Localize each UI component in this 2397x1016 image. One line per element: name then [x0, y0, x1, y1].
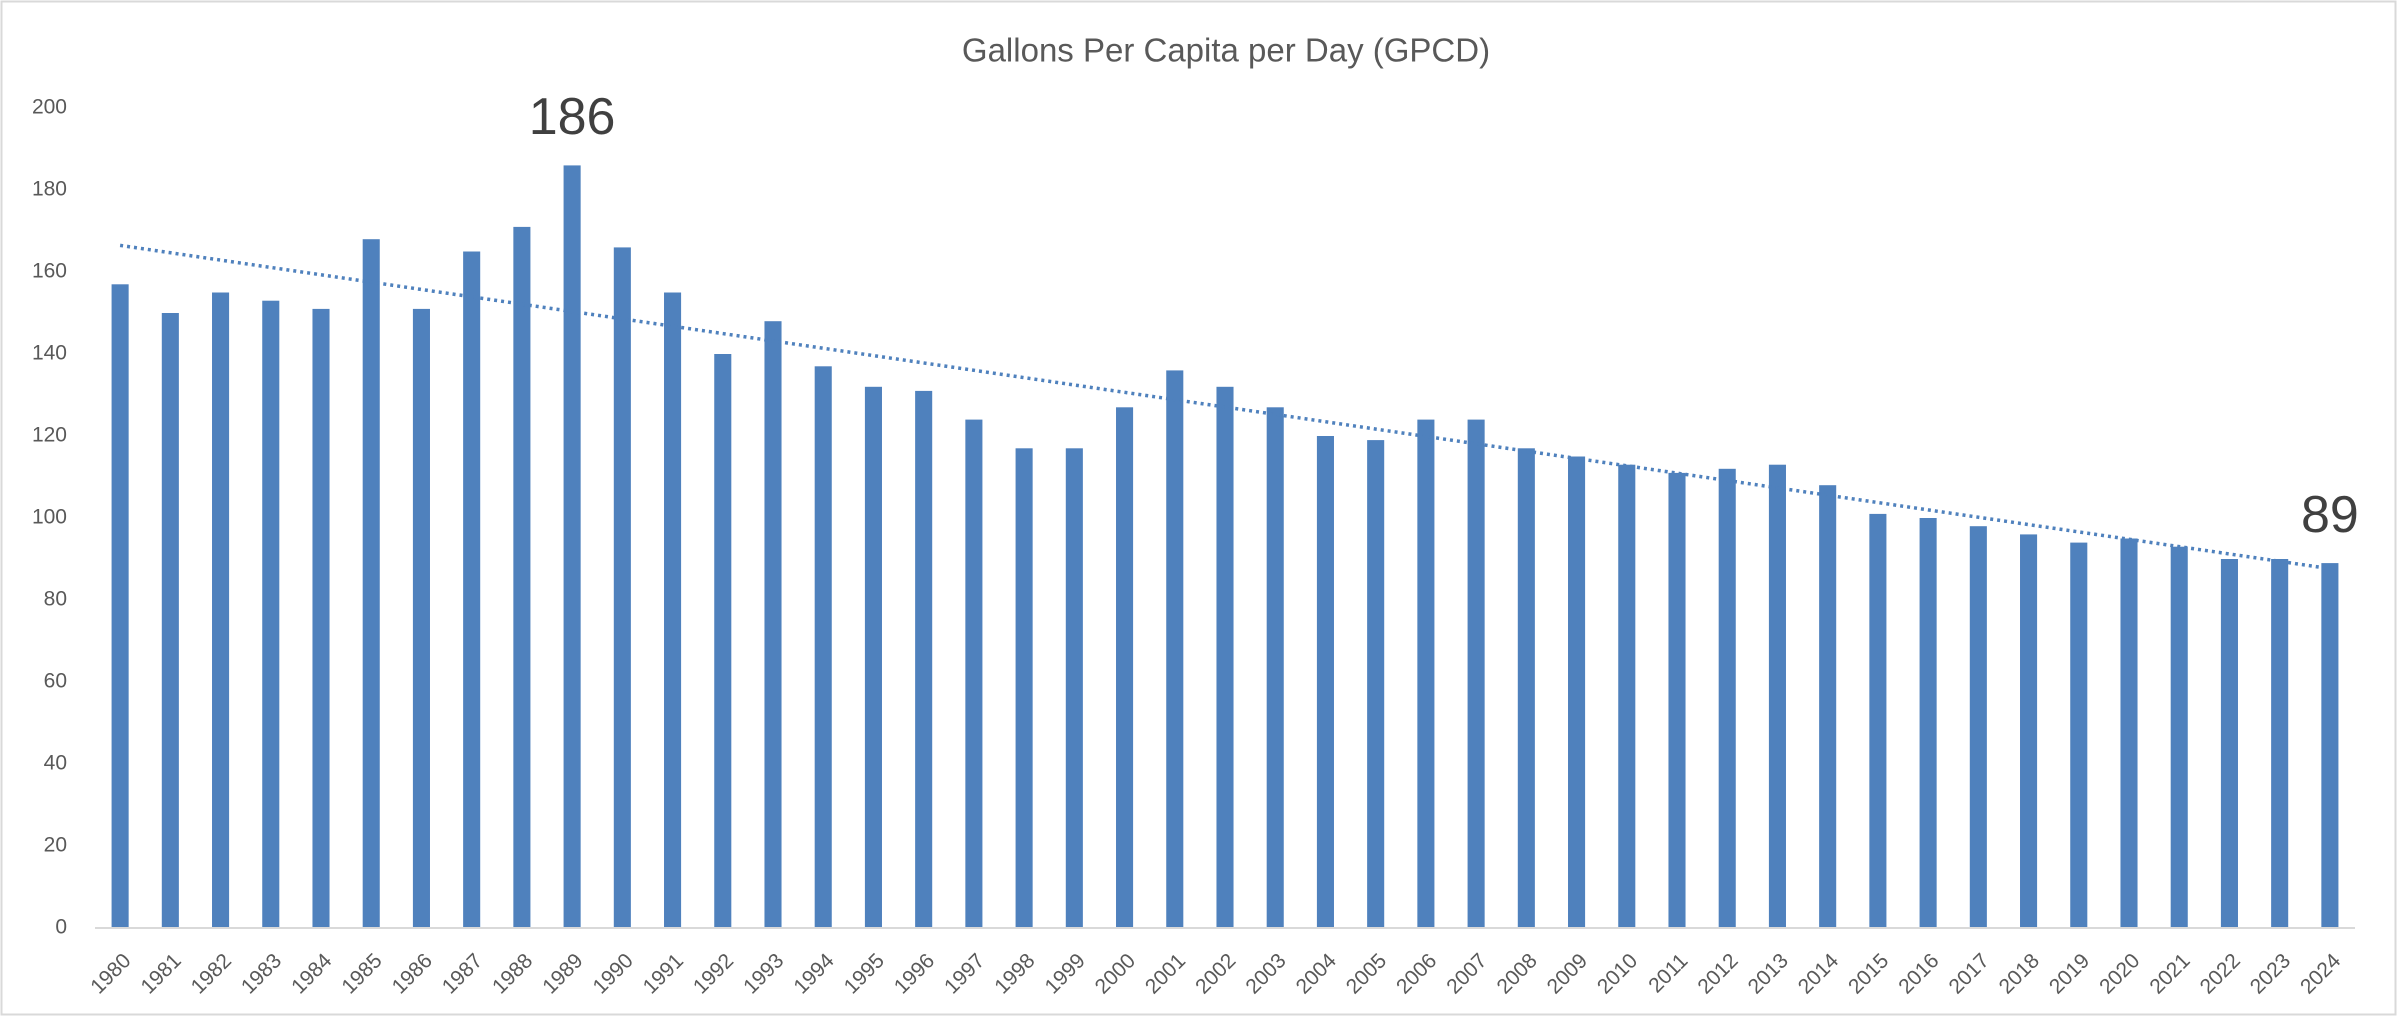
bar [764, 321, 782, 928]
bar [864, 386, 882, 928]
bar [1216, 386, 1234, 928]
bar [1166, 370, 1184, 928]
bar [664, 292, 682, 928]
y-tick-label: 80 [44, 588, 67, 611]
bar [312, 308, 330, 928]
bar [613, 247, 631, 928]
y-tick-label: 60 [44, 670, 67, 693]
y-tick-label: 40 [44, 752, 67, 775]
bar [814, 366, 832, 928]
bar [1668, 472, 1686, 928]
bar [1869, 513, 1887, 928]
bar [2220, 559, 2238, 928]
annotation: 186 [529, 88, 616, 146]
bar [1969, 526, 1987, 928]
bar [2070, 542, 2088, 928]
bar [1015, 448, 1033, 928]
bar [513, 226, 531, 928]
bar [1517, 448, 1535, 928]
bar [2321, 563, 2339, 928]
bar [111, 284, 129, 928]
bar [1919, 518, 1937, 928]
bar [212, 292, 230, 928]
bar [1417, 419, 1435, 928]
y-tick-label: 0 [55, 916, 67, 939]
bar [1065, 448, 1083, 928]
bar [1467, 419, 1485, 928]
bar [1618, 464, 1636, 928]
bar [1367, 440, 1385, 928]
bar [1718, 468, 1736, 928]
bar [412, 308, 430, 928]
y-tick-label: 100 [32, 506, 67, 529]
bar [2020, 534, 2038, 928]
y-tick-label: 200 [32, 96, 67, 119]
bar [1768, 464, 1786, 928]
trend-line [119, 243, 2331, 571]
bar [563, 165, 581, 928]
y-tick-label: 160 [32, 260, 67, 283]
y-tick-label: 180 [32, 178, 67, 201]
bar [2170, 546, 2188, 928]
bar [1116, 407, 1134, 928]
annotation: 89 [2301, 486, 2359, 544]
y-tick-label: 140 [32, 342, 67, 365]
bar [262, 300, 280, 928]
bar [2271, 559, 2289, 928]
bar [714, 354, 732, 928]
bar [915, 390, 933, 928]
bar [2120, 538, 2138, 928]
y-tick-label: 120 [32, 424, 67, 447]
chart-title: Gallons Per Capita per Day (GPCD) [962, 32, 1490, 69]
bar [463, 251, 481, 928]
bar [1819, 485, 1837, 928]
bar [161, 313, 179, 928]
y-tick-label: 20 [44, 834, 67, 857]
bar [965, 419, 983, 928]
bar [1266, 407, 1284, 928]
bar [1316, 436, 1334, 928]
bar [1568, 456, 1586, 928]
bar [362, 239, 380, 928]
